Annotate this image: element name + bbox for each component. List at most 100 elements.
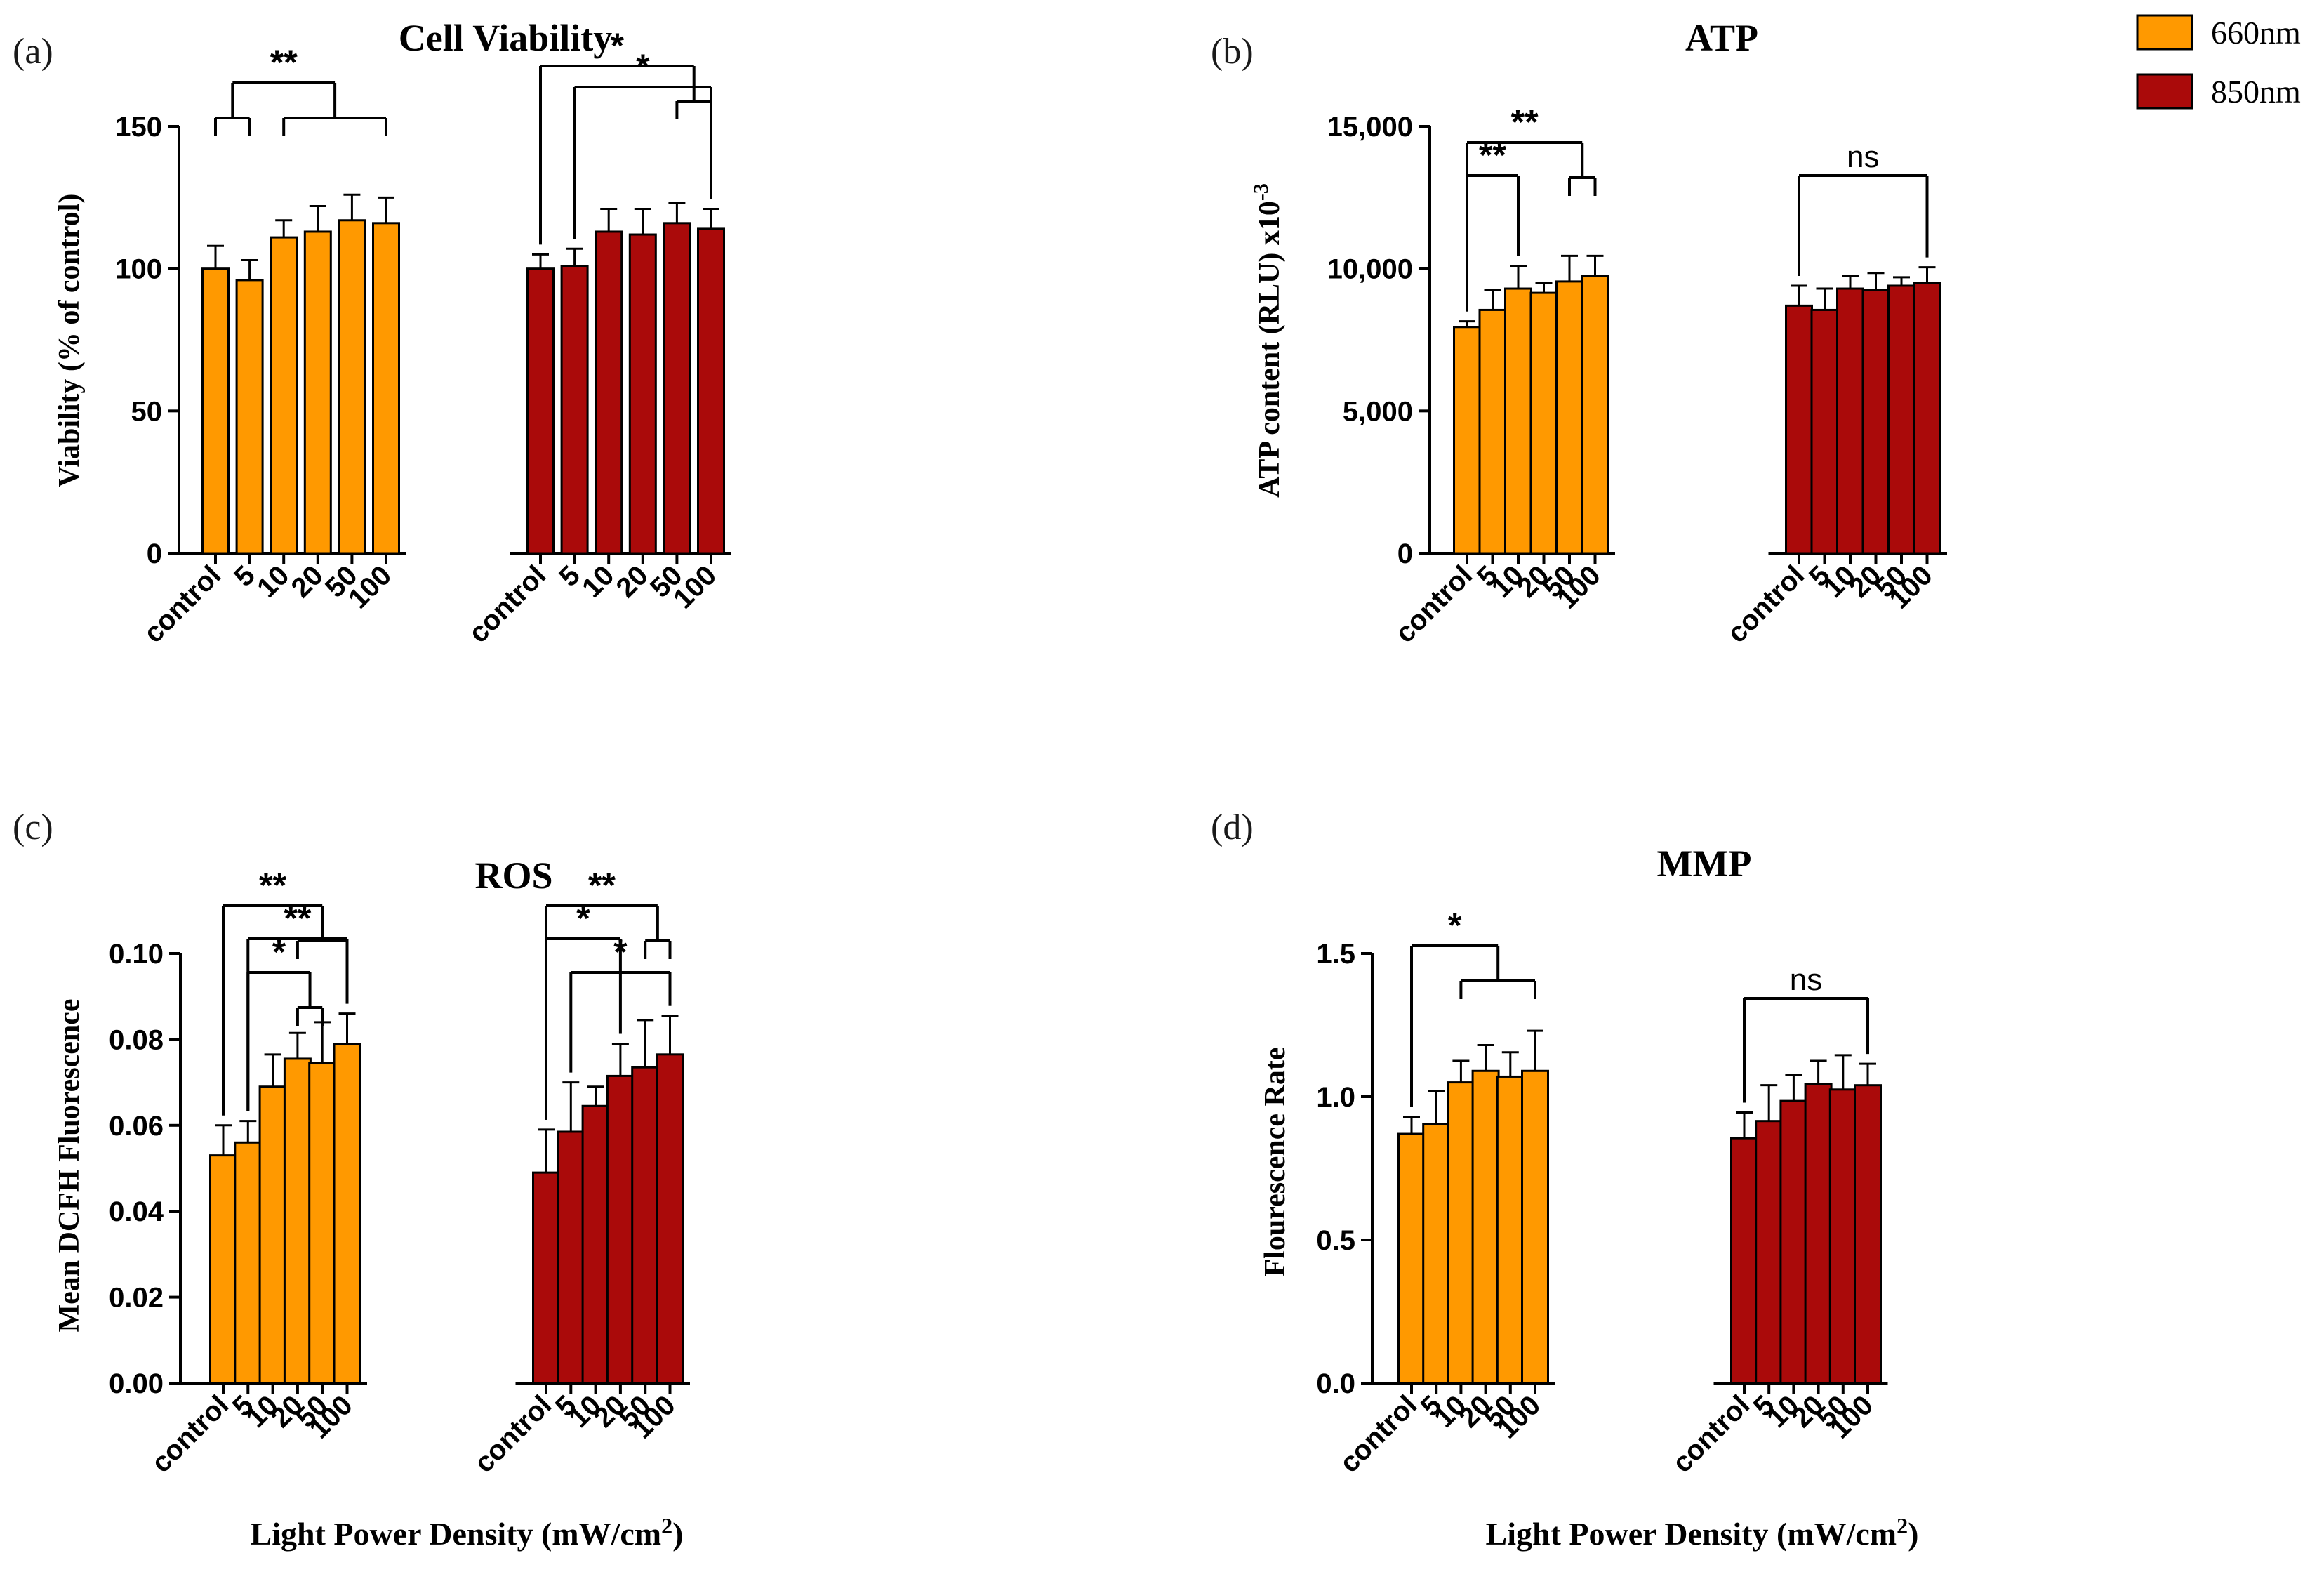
bar-850nm-50 xyxy=(631,1066,660,1385)
chart-title: ATP xyxy=(1685,17,1758,59)
bar-660nm-5 xyxy=(235,279,264,555)
significance-bracket: ** xyxy=(214,43,387,136)
y-tick-label: 0 xyxy=(147,539,162,569)
significance-label: * xyxy=(636,47,650,86)
y-axis-label: Mean DCFH Fluorescence xyxy=(53,998,86,1332)
bar-660nm-control xyxy=(209,1154,237,1385)
y-tick-label: 1.5 xyxy=(1316,939,1355,970)
panel-b: (b) ATP ATP content (RLU) x10-3 0 5,000 10… xyxy=(1211,17,1947,649)
significance-label: ** xyxy=(259,866,286,905)
legend-swatch-850nm xyxy=(2136,73,2193,110)
bar-660nm-control xyxy=(1397,1132,1426,1385)
bar-850nm-control xyxy=(1730,1137,1758,1385)
chart-title: MMP xyxy=(1657,843,1752,885)
bar-850nm-20 xyxy=(628,233,657,555)
bar-850nm-100 xyxy=(1913,282,1941,555)
bar-660nm-50 xyxy=(1555,280,1583,555)
legend: 660nm 850nm xyxy=(2136,14,2301,110)
bar-660nm-control xyxy=(201,267,230,555)
significance-bracket: * xyxy=(539,26,712,245)
y-tick-label: 0.04 xyxy=(109,1196,164,1227)
bar-660nm-100 xyxy=(333,1043,361,1385)
panel-label: (c) xyxy=(13,807,53,847)
y-tick-label: 150 xyxy=(115,112,162,143)
x-tick-label: control xyxy=(463,560,552,649)
bar-850nm-20 xyxy=(1861,289,1890,555)
y-tick-label: 100 xyxy=(115,254,162,285)
bar-850nm-50 xyxy=(663,222,691,555)
significance-bracket: ns xyxy=(1798,140,1929,276)
bar-850nm-100 xyxy=(697,227,725,555)
bar-850nm-5 xyxy=(557,1130,585,1385)
y-tick-label: 0.08 xyxy=(109,1024,164,1055)
chart-title: ROS xyxy=(474,854,552,897)
significance-bracket: * xyxy=(246,932,324,1111)
significance-label: ns xyxy=(1847,140,1879,174)
bar-660nm-control xyxy=(1453,326,1481,555)
y-tick-label: 1.0 xyxy=(1316,1082,1355,1113)
significance-bracket: ns xyxy=(1743,963,1869,1103)
legend-label: 660nm xyxy=(2211,15,2301,51)
legend-label: 850nm xyxy=(2211,74,2301,110)
bar-850nm-5 xyxy=(560,265,589,555)
y-tick-label: 0.00 xyxy=(109,1368,164,1399)
y-tick-label: 10,000 xyxy=(1327,254,1413,285)
bar-660nm-50 xyxy=(308,1062,337,1385)
significance-bracket: * xyxy=(573,47,712,239)
bar-850nm-control xyxy=(532,1171,560,1385)
panel-label: (a) xyxy=(13,32,53,72)
legend-item-660nm: 660nm xyxy=(2136,14,2301,51)
y-tick-label: 15,000 xyxy=(1327,112,1413,143)
significance-bracket: ** xyxy=(1466,103,1597,312)
bar-850nm-50 xyxy=(1887,284,1915,555)
x-tick-label: control xyxy=(1666,1389,1755,1479)
significance-label: ** xyxy=(284,899,311,938)
bar-660nm-100 xyxy=(1521,1069,1549,1385)
bar-660nm-100 xyxy=(372,222,400,555)
bar-660nm-20 xyxy=(283,1057,312,1385)
panel-label: (d) xyxy=(1211,807,1254,847)
y-tick-label: 0.02 xyxy=(109,1283,164,1314)
bar-660nm-10 xyxy=(270,236,298,555)
y-tick-label: 5,000 xyxy=(1343,396,1413,427)
bar-850nm-20 xyxy=(606,1074,635,1385)
bar-850nm-control xyxy=(1785,304,1813,555)
bar-660nm-5 xyxy=(234,1141,263,1385)
significance-label: ** xyxy=(588,866,616,905)
bar-660nm-5 xyxy=(1478,308,1507,555)
y-tick-label: 0.0 xyxy=(1316,1368,1355,1399)
bar-850nm-5 xyxy=(1810,308,1839,555)
y-tick-label: 0.06 xyxy=(109,1111,164,1142)
bar-850nm-5 xyxy=(1755,1120,1784,1385)
significance-label: ** xyxy=(270,43,298,82)
bar-660nm-20 xyxy=(1529,291,1558,555)
x-tick-label: control xyxy=(1334,1389,1423,1479)
significance-label: ns xyxy=(1790,963,1822,997)
significance-label: * xyxy=(576,899,590,938)
y-axis-label: Flourescence Rate xyxy=(1259,1048,1292,1277)
y-axis-label: ATP content (RLU) x10-3 xyxy=(1249,183,1286,498)
bar-850nm-100 xyxy=(656,1053,684,1385)
x-tick-label: control xyxy=(1721,560,1810,649)
bar-850nm-control xyxy=(526,267,555,555)
y-axis-label: Viability (% of control) xyxy=(53,194,86,488)
panel-a: (a) Cell Viability Viability (% of contr… xyxy=(13,17,731,649)
x-tick-label: control xyxy=(468,1389,557,1479)
panel-d: (d) MMP Flourescence Rate 0.0 0.5 1.0 1.5 co… xyxy=(1211,807,1888,1479)
y-tick-label: 0 xyxy=(1397,539,1413,569)
bar-660nm-100 xyxy=(1581,275,1609,555)
y-tick-label: 0.10 xyxy=(109,939,164,970)
significance-label: ** xyxy=(1479,136,1506,175)
bar-660nm-5 xyxy=(1422,1123,1451,1385)
panel-c: (c) ROS Mean DCFH Fluorescence 0.00 0.02 0… xyxy=(13,807,690,1479)
bar-850nm-50 xyxy=(1828,1088,1857,1385)
x-tick-label: 100 xyxy=(668,560,722,614)
x-tick-label: 100 xyxy=(343,560,397,614)
significance-bracket: * xyxy=(545,899,622,1120)
bar-660nm-20 xyxy=(1471,1069,1500,1385)
y-tick-label: 50 xyxy=(131,396,163,427)
significance-bracket: ** xyxy=(1466,136,1520,312)
